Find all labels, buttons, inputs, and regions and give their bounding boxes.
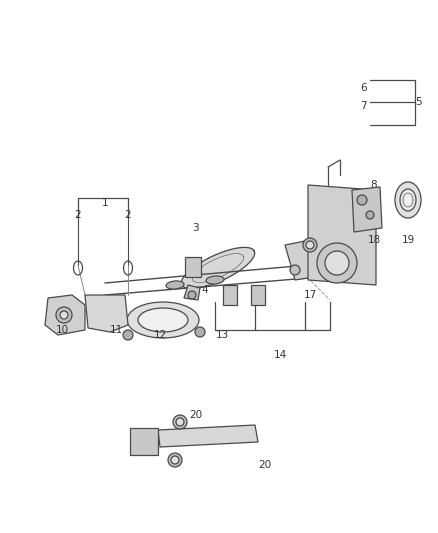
Circle shape: [56, 307, 72, 323]
Ellipse shape: [206, 276, 224, 284]
Text: 13: 13: [215, 330, 229, 340]
Text: 3: 3: [192, 223, 198, 233]
Polygon shape: [158, 425, 258, 447]
Text: 18: 18: [367, 235, 381, 245]
Ellipse shape: [395, 182, 421, 218]
Text: 1: 1: [102, 198, 108, 208]
Polygon shape: [352, 187, 382, 232]
Text: 16: 16: [251, 290, 265, 300]
Ellipse shape: [166, 281, 184, 289]
Polygon shape: [223, 285, 237, 305]
Polygon shape: [130, 428, 158, 455]
Circle shape: [123, 330, 133, 340]
Circle shape: [171, 456, 179, 464]
Circle shape: [325, 251, 349, 275]
Circle shape: [173, 415, 187, 429]
Text: 2: 2: [75, 210, 81, 220]
Text: 21: 21: [141, 438, 155, 448]
Polygon shape: [308, 185, 376, 285]
Circle shape: [303, 238, 317, 252]
Ellipse shape: [127, 302, 199, 338]
Circle shape: [306, 241, 314, 249]
Text: 20: 20: [258, 460, 272, 470]
Polygon shape: [45, 295, 85, 335]
Circle shape: [357, 195, 367, 205]
Circle shape: [317, 243, 357, 283]
Circle shape: [176, 418, 184, 426]
Polygon shape: [184, 285, 200, 300]
Ellipse shape: [138, 308, 188, 332]
Circle shape: [60, 311, 68, 319]
Polygon shape: [85, 295, 128, 332]
Circle shape: [195, 327, 205, 337]
Text: 8: 8: [370, 180, 377, 190]
Ellipse shape: [400, 189, 416, 211]
Text: 20: 20: [190, 410, 202, 420]
Text: 2: 2: [125, 210, 131, 220]
Polygon shape: [181, 247, 254, 288]
Polygon shape: [185, 257, 201, 277]
Text: 12: 12: [153, 330, 166, 340]
Polygon shape: [251, 285, 265, 305]
Polygon shape: [285, 238, 328, 280]
Circle shape: [188, 291, 196, 299]
Circle shape: [366, 211, 374, 219]
Text: 9: 9: [408, 183, 415, 193]
Circle shape: [168, 453, 182, 467]
Text: 19: 19: [401, 235, 415, 245]
Text: 14: 14: [273, 350, 286, 360]
Text: 10: 10: [56, 325, 69, 335]
Circle shape: [290, 265, 300, 275]
Text: 4: 4: [201, 285, 208, 295]
Text: 17: 17: [304, 290, 317, 300]
Text: 6: 6: [360, 83, 367, 93]
Text: 11: 11: [110, 325, 123, 335]
Text: 7: 7: [360, 101, 367, 111]
Text: 5: 5: [415, 97, 422, 107]
Text: 15: 15: [221, 290, 235, 300]
